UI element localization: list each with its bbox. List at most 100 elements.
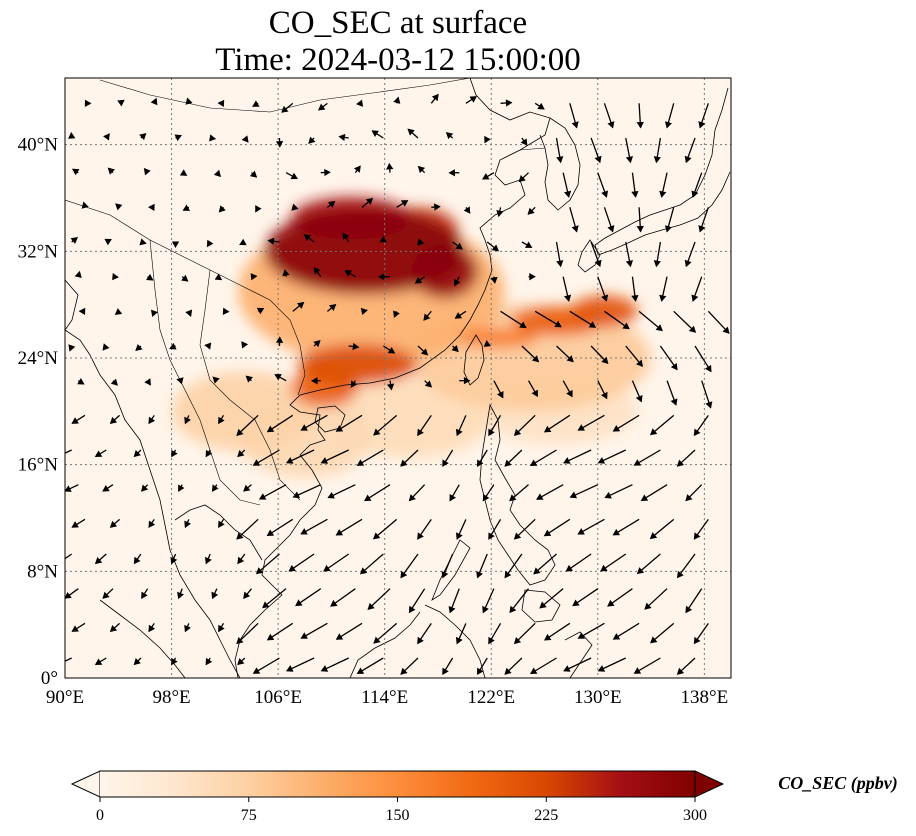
lat-tick-label: 32°N [18,241,59,262]
wind-arrow [174,134,182,142]
wind-arrow [698,103,709,129]
wind-arrow [144,378,151,386]
wind-arrow [597,449,627,464]
wind-arrow [204,553,212,565]
wind-arrow [400,657,419,675]
wind-arrow [338,133,349,142]
wind-arrow [500,310,527,329]
wind-arrow [361,197,374,208]
wind-arrow [555,137,564,164]
wind-arrow [463,206,471,214]
wind-arrow [676,553,696,579]
colorbar-extend-high [694,770,725,798]
wind-arrow [139,132,147,141]
wind-arrow [500,99,513,107]
wind-arrow [212,376,220,384]
wind-arrow [81,201,89,209]
wind-arrow [482,484,495,502]
wind-arrow [408,588,426,614]
wind-arrow [633,657,661,674]
wind-arrow [417,238,425,246]
wind-arrow [539,588,564,609]
border-line [149,239,261,506]
wind-arrow [488,415,502,437]
wind-arrow [295,588,322,607]
wind-arrow [266,622,294,641]
wind-arrow [520,137,528,146]
wind-arrow [185,309,193,317]
lat-tick-label: 16°N [18,455,59,476]
wind-arrow [356,657,384,674]
wind-arrow [373,622,398,644]
wind-arrow [71,168,80,176]
wind-arrow [431,203,441,211]
wind-arrow [509,484,529,502]
wind-arrow [182,204,191,211]
wind-arrow [206,239,214,248]
wind-arrow [65,484,79,492]
wind-arrow [178,484,185,492]
wind-arrow [176,377,184,385]
wind-arrow [209,134,217,142]
wind-arrow [650,622,675,644]
wind-arrow [236,414,259,436]
wind-arrow [527,206,536,215]
wind-arrow [71,414,86,424]
colorbar-tick-label: 150 [386,807,410,824]
wind-arrow [454,310,467,319]
wind-arrow [476,657,488,676]
wind-arrow [382,345,396,354]
wind-arrow [367,588,391,610]
wind-arrow [133,553,142,565]
wind-arrow [330,588,356,607]
lat-tick-labels: 0° 8°N 16°N 24°N 32°N 40°N [18,135,59,689]
wind-arrow [590,345,609,364]
wind-arrow [250,273,258,281]
wind-arrow [262,588,287,609]
wind-arrow [504,657,523,675]
wind-arrow [371,130,384,139]
colorbar: 0 75 150 225 300 CO_SEC (ppbv) [70,770,898,824]
wind-arrow [65,449,72,454]
wind-arrow [400,553,419,579]
wind-arrow [529,657,557,675]
wind-arrow [252,100,260,107]
wind-arrow [543,414,571,433]
wind-arrow [459,376,471,385]
wind-arrow [256,307,265,315]
wind-arrow [604,484,633,499]
wind-arrow [504,553,523,579]
wind-arrow [258,484,287,500]
wind-arrow [518,172,529,183]
wind-arrow [266,414,294,433]
coastline-japan [594,87,731,256]
wind-arrow [565,553,592,572]
wind-arrow [185,97,193,105]
wind-arrow [603,103,615,129]
wind-arrow [486,241,500,252]
coastline-philippines [479,403,556,586]
coastline-kyushu [577,239,601,273]
wind-arrow [222,307,230,315]
wind-arrow [631,172,639,198]
border-line [199,269,301,501]
wind-arrow [171,241,180,249]
wind-arrow [243,484,252,492]
wind-arrow [636,207,644,233]
wind-arrow [631,276,639,302]
wind-arrow [590,241,602,268]
wind-arrow [170,553,178,565]
wind-arrow [292,301,305,312]
wind-arrow [342,232,350,243]
wind-arrow [482,588,495,614]
wind-arrow [217,99,225,108]
lon-tick-label: 98°E [152,687,190,708]
wind-arrow [335,414,363,432]
wind-arrow [534,310,562,328]
wind-arrow [214,273,223,281]
wind-arrow [424,380,433,388]
wind-arrow [77,377,85,385]
plume-patch [331,378,492,458]
wind-arrow [707,310,730,334]
wind-arrow [344,270,356,278]
